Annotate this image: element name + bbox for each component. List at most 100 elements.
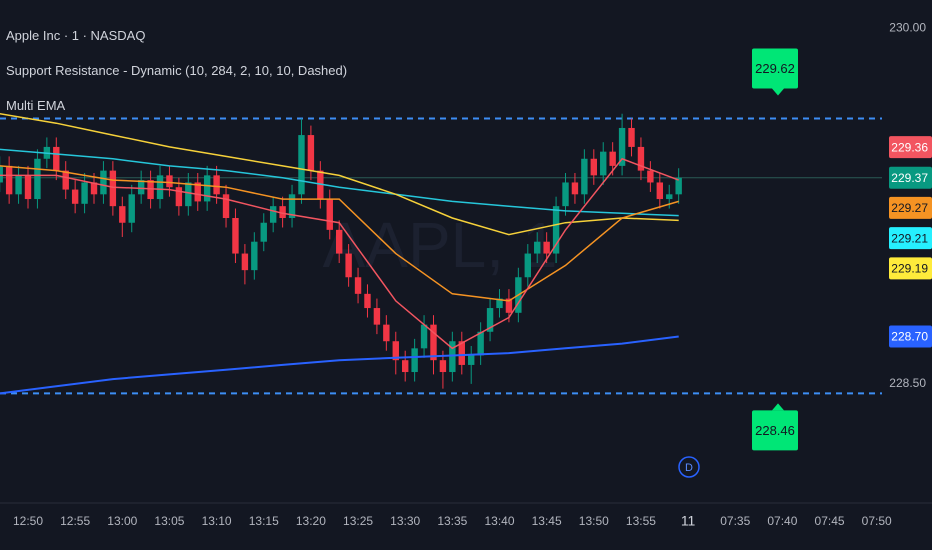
candle-body xyxy=(335,229,343,254)
candle-body xyxy=(647,170,654,183)
event-marker-label[interactable]: D xyxy=(685,462,693,474)
candle-body xyxy=(90,182,98,195)
candle-body xyxy=(411,348,418,373)
event-marker[interactable] xyxy=(678,456,700,478)
level-tag xyxy=(752,410,798,451)
candle-body xyxy=(402,360,409,373)
candle-body xyxy=(562,182,569,207)
x-tick-label: 12:50 xyxy=(13,514,43,528)
x-tick-label: 13:55 xyxy=(626,514,656,528)
candle-body xyxy=(581,158,588,195)
ema-line xyxy=(0,335,679,395)
candle-body xyxy=(5,165,13,195)
x-tick-label: 07:40 xyxy=(767,514,797,528)
x-tick-label: 13:10 xyxy=(202,514,232,528)
price-tag xyxy=(889,227,932,250)
candle-body xyxy=(185,182,192,207)
candle-body xyxy=(477,331,484,356)
candle-body xyxy=(307,135,315,171)
ema-line xyxy=(0,112,679,236)
indicator-legend[interactable]: Support Resistance - Dynamic (10, 284, 2… xyxy=(6,63,347,78)
candle-body xyxy=(505,298,513,313)
candle-body xyxy=(609,151,616,166)
y-tick-label: 230.00 xyxy=(889,21,926,35)
candle-body xyxy=(53,146,60,171)
plot-area: 229.62 228.46 xyxy=(0,48,882,451)
candle-body xyxy=(109,170,117,207)
candle-body xyxy=(156,175,164,200)
candle-body xyxy=(383,324,390,342)
candle-body xyxy=(100,170,107,195)
candle-body xyxy=(345,253,352,278)
candle-body xyxy=(373,308,381,325)
candle-body xyxy=(241,253,249,271)
x-tick-label: 07:50 xyxy=(862,514,892,528)
candle-body xyxy=(458,341,465,365)
x-tick-label: 13:25 xyxy=(343,514,373,528)
level-tag-label: 228.46 xyxy=(755,423,795,438)
candle-body xyxy=(81,182,88,204)
candle-body xyxy=(213,175,220,195)
x-tick-label: 13:30 xyxy=(390,514,420,528)
x-tick-label: 07:45 xyxy=(815,514,845,528)
candle-body xyxy=(571,182,579,195)
level-tag xyxy=(752,48,798,89)
x-tick-label: 13:45 xyxy=(532,514,562,528)
candle-body xyxy=(279,206,286,219)
y-tick-label: 228.50 xyxy=(889,376,926,390)
candle-body xyxy=(232,218,239,254)
candle-body xyxy=(119,206,126,223)
candle-body xyxy=(543,241,550,254)
candle-body xyxy=(600,151,607,176)
price-tag-label: 228.70 xyxy=(891,330,928,344)
x-tick-label: 13:15 xyxy=(249,514,279,528)
x-tick-label: 12:55 xyxy=(60,514,90,528)
candle-body xyxy=(166,175,173,188)
candle-body xyxy=(354,277,362,294)
candle-body xyxy=(175,187,183,207)
candle-body xyxy=(0,165,3,183)
candle-body xyxy=(392,341,399,361)
price-tag xyxy=(889,136,932,159)
candle-body xyxy=(298,135,305,195)
candle-body xyxy=(15,175,22,195)
candle-body xyxy=(269,206,277,223)
ema-line xyxy=(0,157,679,350)
candle-body xyxy=(24,175,32,200)
level-tag-pointer xyxy=(772,403,784,411)
candle-body xyxy=(34,158,41,200)
candle-body xyxy=(317,170,324,200)
candle-body xyxy=(62,170,69,190)
candle-body xyxy=(486,308,494,332)
candle-body xyxy=(137,180,145,195)
candle-body xyxy=(590,158,597,176)
candle-body xyxy=(260,222,267,242)
ema-line xyxy=(0,148,679,217)
candle-body xyxy=(420,324,428,349)
candle-body xyxy=(288,194,296,219)
level-tag-pointer xyxy=(772,88,784,96)
price-tag-label: 229.21 xyxy=(891,231,928,245)
price-tag xyxy=(889,257,932,280)
x-tick-label: 13:05 xyxy=(154,514,184,528)
candle-body xyxy=(637,146,645,171)
candle-body xyxy=(194,182,201,202)
symbol-title[interactable]: Apple Inc · 1 · NASDAQ xyxy=(6,28,145,43)
x-tick-label: 11 xyxy=(681,513,696,529)
x-tick-label: 07:35 xyxy=(720,514,750,528)
candle-body xyxy=(618,127,626,166)
candle-body xyxy=(222,194,230,219)
candle-body xyxy=(552,206,560,254)
candle-body xyxy=(675,177,682,195)
candle-body xyxy=(364,293,371,309)
candle-body xyxy=(203,175,211,202)
indicator-legend[interactable]: Multi EMA xyxy=(6,98,66,113)
candle-body xyxy=(251,241,258,271)
candle-body xyxy=(656,182,664,200)
price-tag xyxy=(889,325,932,348)
candle-body xyxy=(147,180,154,200)
candle-body xyxy=(524,253,531,278)
ema-line xyxy=(0,165,679,302)
